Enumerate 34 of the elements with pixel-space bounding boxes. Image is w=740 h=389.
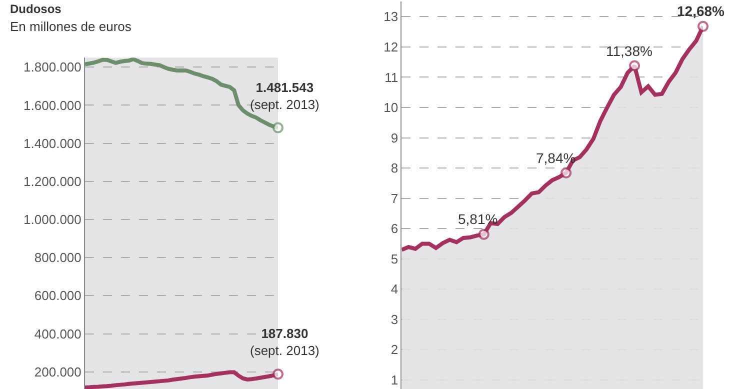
annotation: 1.481.543 (sept. 2013) [250,80,320,112]
y-tick-label: 3 [390,312,398,327]
y-tick-label: 1 [390,372,398,388]
y-tick-label: 1.200.000 [24,174,82,189]
y-tick-label: 1.800.000 [24,60,82,75]
y-tick-label: 13 [384,9,398,24]
point [698,20,708,32]
annotation: 11,38% [606,43,652,59]
point [478,228,490,240]
point [629,60,640,72]
y-tick-label: 800.000 [34,250,82,266]
annotation: 7,84% [536,150,576,166]
y-tick-label: 600.000 [34,288,82,304]
y-tick-label: 2 [390,342,398,358]
y-tick-label: 1.600.000 [24,98,82,113]
annotation: 12,68% [677,3,726,19]
y-tick-label: 1.000.000 [24,212,82,228]
y-tick-label: 11 [384,70,398,85]
y-tick-label: 12 [384,40,398,55]
point [560,167,572,178]
y-tick-label: 6 [390,221,398,236]
y-tick-label: 10 [384,100,398,116]
annotation: 5,81% [458,211,498,227]
y-tick-label: 4 [390,282,398,297]
y-tick-label: 8 [390,160,398,176]
y-tick-label: 400.000 [34,326,82,342]
y-tick-label: 5 [390,251,398,266]
y-tick-label: 200.000 [34,364,82,380]
chart-title: Dudosos [10,2,62,16]
chart-subtitle: En millones de euros [10,19,132,34]
annotation: 187.830 (sept. 2013) [250,326,320,358]
y-tick-label: 9 [390,130,398,146]
y-tick-label: 7 [390,190,398,206]
y-tick-label: 1.400.000 [24,136,82,151]
